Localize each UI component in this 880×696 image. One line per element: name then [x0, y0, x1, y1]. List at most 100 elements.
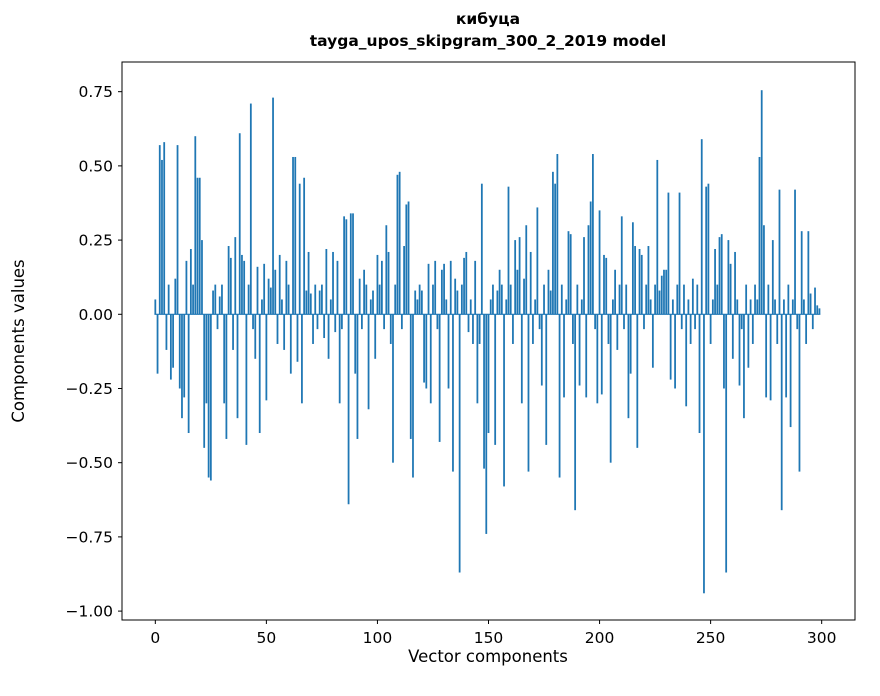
bar	[452, 314, 454, 472]
bar	[234, 237, 237, 315]
bar	[507, 186, 510, 315]
x-tick-label: 300	[807, 629, 837, 647]
bar	[238, 133, 241, 315]
bar	[783, 299, 785, 315]
bar	[236, 314, 239, 419]
bar	[394, 284, 397, 315]
bar	[654, 284, 656, 315]
bar	[301, 314, 303, 404]
bar	[494, 314, 497, 445]
bar	[818, 308, 821, 315]
bar	[691, 278, 694, 315]
bar	[780, 314, 783, 511]
bar	[671, 299, 674, 315]
bar	[569, 234, 572, 315]
bar	[196, 177, 199, 315]
bar	[400, 314, 403, 330]
bar	[474, 260, 477, 315]
bar	[480, 183, 483, 315]
bar	[416, 299, 419, 315]
bar	[194, 136, 197, 315]
bar	[218, 296, 221, 315]
bar	[556, 154, 559, 315]
bar	[309, 293, 312, 315]
bar	[589, 201, 592, 315]
bar	[809, 293, 812, 315]
bar	[314, 284, 317, 315]
bar	[638, 248, 641, 315]
bar	[685, 314, 688, 407]
bar	[243, 260, 246, 315]
x-tick-label: 100	[363, 629, 393, 647]
bar	[680, 314, 683, 330]
bar	[596, 314, 599, 404]
bar	[487, 314, 490, 434]
bar	[776, 314, 779, 344]
bar	[669, 314, 672, 380]
bar	[343, 216, 346, 315]
bar	[423, 314, 425, 383]
bar	[771, 240, 774, 315]
bar	[398, 171, 401, 315]
bar	[603, 254, 605, 315]
bar	[165, 314, 168, 350]
bar	[563, 314, 565, 398]
bar	[516, 269, 519, 315]
y-tick-label: 0.50	[78, 157, 113, 175]
bar	[278, 254, 281, 315]
y-tick-label: −0.50	[66, 454, 114, 472]
bar	[449, 260, 452, 315]
bar	[376, 254, 379, 315]
bar	[269, 287, 272, 315]
bar	[625, 284, 628, 315]
bar	[558, 314, 561, 478]
bar	[778, 189, 781, 315]
bar	[816, 305, 819, 315]
bar	[527, 314, 530, 472]
bar	[385, 225, 388, 315]
bar	[694, 314, 696, 330]
y-tick-label: −0.75	[66, 528, 114, 546]
bar	[614, 269, 616, 315]
bar	[245, 314, 248, 445]
bar	[751, 314, 754, 344]
bar	[676, 284, 679, 315]
bar	[605, 257, 608, 315]
bar	[161, 159, 163, 315]
bar	[509, 284, 512, 315]
bar	[287, 284, 290, 315]
bar	[181, 314, 183, 419]
bar	[769, 314, 772, 401]
bar	[552, 171, 554, 315]
bar	[774, 299, 776, 315]
bar	[440, 269, 443, 315]
bar	[503, 314, 505, 487]
x-tick-label: 200	[585, 629, 615, 647]
bar	[683, 284, 685, 315]
bar	[265, 314, 268, 401]
bar	[341, 314, 343, 330]
bar	[183, 314, 186, 398]
bar	[465, 251, 468, 315]
bar	[174, 278, 177, 315]
bar	[214, 284, 217, 315]
y-tick-label: 0.75	[78, 83, 113, 101]
bar	[500, 284, 503, 315]
bar	[736, 299, 739, 315]
bar	[520, 314, 523, 404]
bar	[338, 314, 341, 404]
bar	[327, 314, 330, 359]
bar	[167, 284, 170, 315]
bar	[631, 222, 634, 315]
bar	[247, 284, 250, 315]
bar	[429, 314, 432, 404]
bar	[261, 299, 263, 315]
x-tick-label: 250	[696, 629, 726, 647]
bar	[592, 154, 594, 315]
bar	[720, 234, 723, 315]
bar	[696, 284, 699, 315]
bar	[705, 186, 708, 315]
bar	[745, 284, 748, 315]
bar	[307, 251, 310, 315]
